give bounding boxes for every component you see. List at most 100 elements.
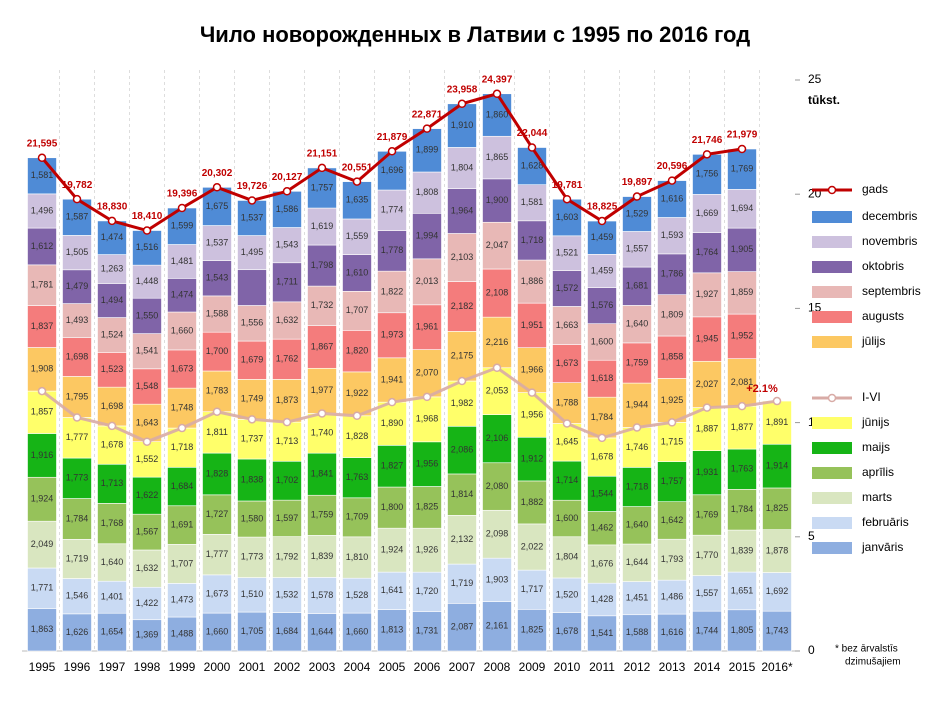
data-label: 1,709 (346, 512, 369, 522)
bar-segment (307, 613, 337, 652)
legend-swatch (812, 336, 852, 348)
data-label: 1,691 (171, 519, 194, 529)
bar-segment (272, 262, 302, 303)
bar-segment (377, 401, 407, 446)
x-tick-label: 2012 (624, 660, 651, 674)
bar-segment (237, 577, 267, 613)
bar-segment (167, 207, 197, 245)
bar-segment (342, 330, 372, 373)
data-label: 1,740 (311, 428, 334, 438)
data-label: 1,792 (276, 551, 299, 561)
data-label: 1,488 (171, 628, 194, 638)
data-label: 2,027 (696, 379, 719, 389)
data-label: 1,550 (136, 310, 159, 320)
bar-segment (412, 349, 442, 398)
data-label: 1,459 (591, 265, 614, 275)
bar-segment (307, 244, 337, 287)
data-label: 1,757 (311, 182, 334, 192)
bar-segment (692, 272, 722, 318)
line-marker (632, 192, 642, 201)
bar-segment (587, 582, 617, 617)
total-label: 21,151 (307, 149, 338, 160)
line-marker (177, 423, 187, 433)
bar-segment (517, 480, 547, 525)
data-label: 2,081 (731, 377, 754, 387)
data-label: 1,541 (136, 346, 159, 356)
data-label: 1,793 (661, 554, 684, 564)
bar-segment (272, 190, 302, 228)
data-label: 1,732 (311, 300, 334, 310)
data-label: 1,788 (556, 397, 579, 407)
legend-label: aprīlis (862, 465, 894, 479)
data-label: 1,473 (171, 595, 194, 605)
data-label: 1,673 (171, 363, 194, 373)
bar-segment (447, 188, 477, 234)
legend-swatch (812, 542, 852, 554)
data-label: 1,678 (591, 451, 614, 461)
data-label: 1,593 (661, 230, 684, 240)
total-label: 21,979 (727, 130, 758, 141)
data-label: 1,263 (101, 263, 124, 273)
data-label: 1,908 (31, 364, 54, 374)
line-marker (667, 176, 677, 185)
data-label: 1,640 (101, 557, 124, 567)
data-label: 1,711 (276, 277, 298, 287)
bar-segment (202, 225, 232, 261)
data-label: 1,559 (346, 231, 369, 241)
data-label: 1,713 (101, 478, 124, 488)
line-marker (457, 99, 467, 109)
data-label: 1,616 (661, 193, 684, 203)
bar-segment (237, 379, 267, 420)
total-label: 18,410 (132, 211, 163, 222)
data-label: 2,080 (486, 481, 509, 491)
y-tick-label: 0 (808, 643, 815, 657)
bar-segment (97, 425, 127, 465)
bar-segment (412, 171, 442, 214)
bar-segment (552, 423, 582, 462)
legend-label: februāris (862, 515, 909, 529)
bar-segment (307, 577, 337, 614)
data-label: 1,588 (626, 627, 649, 637)
data-label: 1,616 (661, 627, 684, 637)
bar-segment (27, 476, 57, 522)
data-label: 1,749 (241, 394, 264, 404)
data-label: 1,773 (241, 552, 264, 562)
legend-swatch (812, 286, 852, 298)
bar-segment (202, 533, 232, 576)
data-label: 1,428 (591, 594, 614, 604)
bar-segment (132, 513, 162, 551)
line-marker (107, 421, 117, 431)
total-label: 23,958 (447, 84, 478, 95)
legend-label: decembris (862, 209, 917, 223)
bar-segment (657, 180, 687, 218)
bar-segment (412, 258, 442, 306)
bar-segment (307, 452, 337, 496)
data-label: 1,891 (766, 417, 789, 427)
data-label: 2,175 (451, 351, 474, 361)
line-series (41, 366, 778, 444)
bar-segment (377, 445, 407, 488)
bar-segment (272, 301, 302, 340)
data-label: 1,956 (416, 459, 439, 469)
data-label: 1,994 (416, 230, 439, 240)
data-label: 1,369 (136, 630, 159, 640)
bar-segment (97, 352, 127, 388)
x-tick-label: 2007 (449, 660, 476, 674)
bar-segment (132, 230, 162, 266)
data-label: 1,795 (66, 391, 89, 401)
footnote: dzimušajiem (845, 657, 901, 668)
data-label: 1,784 (591, 412, 614, 422)
data-label: 1,899 (416, 145, 439, 155)
bar-segment (237, 235, 267, 271)
data-label: 1,827 (381, 461, 404, 471)
bar-segment (482, 178, 512, 223)
bar-segment (377, 609, 407, 652)
bar-segment (762, 572, 792, 612)
bar-segment (622, 427, 652, 468)
line-marker (772, 396, 782, 406)
data-label: 1,839 (311, 551, 334, 561)
bar-segment (447, 331, 477, 382)
line-marker (72, 194, 82, 204)
bar-segment (412, 486, 442, 529)
